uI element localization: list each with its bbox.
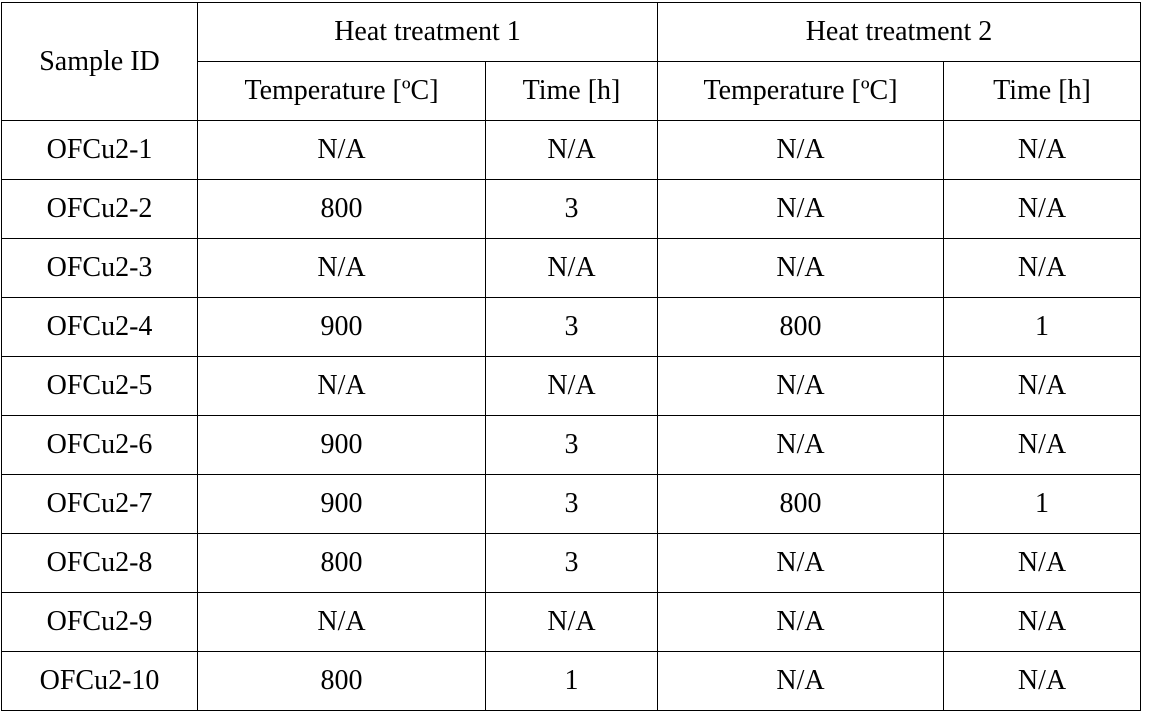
header-time-1: Time [h] <box>485 61 658 121</box>
cell-t2-temperature: N/A <box>657 415 944 475</box>
cell-sample-id: OFCu2-9 <box>1 592 198 652</box>
cell-t2-temperature: N/A <box>657 356 944 416</box>
cell-t2-temperature: 800 <box>657 474 944 534</box>
cell-sample-id: OFCu2-2 <box>1 179 198 239</box>
cell-t1-temperature: N/A <box>197 592 486 652</box>
cell-t2-time: 1 <box>943 297 1141 357</box>
table-row: OFCu2-7 900 3 800 1 <box>1 474 1141 534</box>
cell-t2-time: N/A <box>943 120 1141 180</box>
cell-t2-time: N/A <box>943 179 1141 239</box>
cell-t1-temperature: 800 <box>197 533 486 593</box>
table-row: OFCu2-4 900 3 800 1 <box>1 297 1141 357</box>
cell-t1-temperature: N/A <box>197 120 486 180</box>
cell-t2-temperature: N/A <box>657 120 944 180</box>
cell-t2-time: N/A <box>943 356 1141 416</box>
header-sample-id: Sample ID <box>1 2 198 121</box>
cell-t2-temperature: 800 <box>657 297 944 357</box>
header-time-2: Time [h] <box>943 61 1141 121</box>
cell-sample-id: OFCu2-7 <box>1 474 198 534</box>
cell-t2-temperature: N/A <box>657 533 944 593</box>
cell-t2-time: N/A <box>943 592 1141 652</box>
table-row: OFCu2-10 800 1 N/A N/A <box>1 651 1141 711</box>
cell-sample-id: OFCu2-10 <box>1 651 198 711</box>
cell-t1-time: 3 <box>485 533 658 593</box>
cell-t2-time: N/A <box>943 533 1141 593</box>
table-row: OFCu2-8 800 3 N/A N/A <box>1 533 1141 593</box>
header-temperature-1: Temperature [ºC] <box>197 61 486 121</box>
header-heat-treatment-1: Heat treatment 1 <box>197 2 658 62</box>
cell-t2-time: N/A <box>943 238 1141 298</box>
cell-t1-time: N/A <box>485 120 658 180</box>
cell-sample-id: OFCu2-8 <box>1 533 198 593</box>
cell-t2-temperature: N/A <box>657 651 944 711</box>
cell-t2-temperature: N/A <box>657 238 944 298</box>
cell-t1-time: N/A <box>485 238 658 298</box>
cell-sample-id: OFCu2-6 <box>1 415 198 475</box>
cell-sample-id: OFCu2-1 <box>1 120 198 180</box>
cell-t2-time: N/A <box>943 651 1141 711</box>
cell-t1-time: 3 <box>485 179 658 239</box>
cell-t2-temperature: N/A <box>657 592 944 652</box>
cell-sample-id: OFCu2-4 <box>1 297 198 357</box>
cell-t1-temperature: 900 <box>197 297 486 357</box>
cell-t1-time: N/A <box>485 592 658 652</box>
table-row: OFCu2-3 N/A N/A N/A N/A <box>1 238 1141 298</box>
cell-t2-time: 1 <box>943 474 1141 534</box>
cell-t1-time: 3 <box>485 297 658 357</box>
cell-t2-time: N/A <box>943 415 1141 475</box>
cell-t1-temperature: 900 <box>197 415 486 475</box>
table-row: OFCu2-1 N/A N/A N/A N/A <box>1 120 1141 180</box>
cell-t1-temperature: N/A <box>197 238 486 298</box>
header-temperature-2: Temperature [ºC] <box>657 61 944 121</box>
cell-sample-id: OFCu2-5 <box>1 356 198 416</box>
table-row: OFCu2-9 N/A N/A N/A N/A <box>1 592 1141 652</box>
cell-t1-temperature: 800 <box>197 651 486 711</box>
cell-t1-temperature: 900 <box>197 474 486 534</box>
table-row: OFCu2-6 900 3 N/A N/A <box>1 415 1141 475</box>
table-row: OFCu2-2 800 3 N/A N/A <box>1 179 1141 239</box>
cell-t1-temperature: 800 <box>197 179 486 239</box>
cell-t1-temperature: N/A <box>197 356 486 416</box>
cell-t1-time: 3 <box>485 415 658 475</box>
cell-t2-temperature: N/A <box>657 179 944 239</box>
cell-t1-time: 3 <box>485 474 658 534</box>
header-heat-treatment-2: Heat treatment 2 <box>657 2 1141 62</box>
cell-t1-time: 1 <box>485 651 658 711</box>
cell-t1-time: N/A <box>485 356 658 416</box>
table-row: OFCu2-5 N/A N/A N/A N/A <box>1 356 1141 416</box>
cell-sample-id: OFCu2-3 <box>1 238 198 298</box>
header-row-groups: Sample ID Heat treatment 1 Heat treatmen… <box>1 2 1141 121</box>
